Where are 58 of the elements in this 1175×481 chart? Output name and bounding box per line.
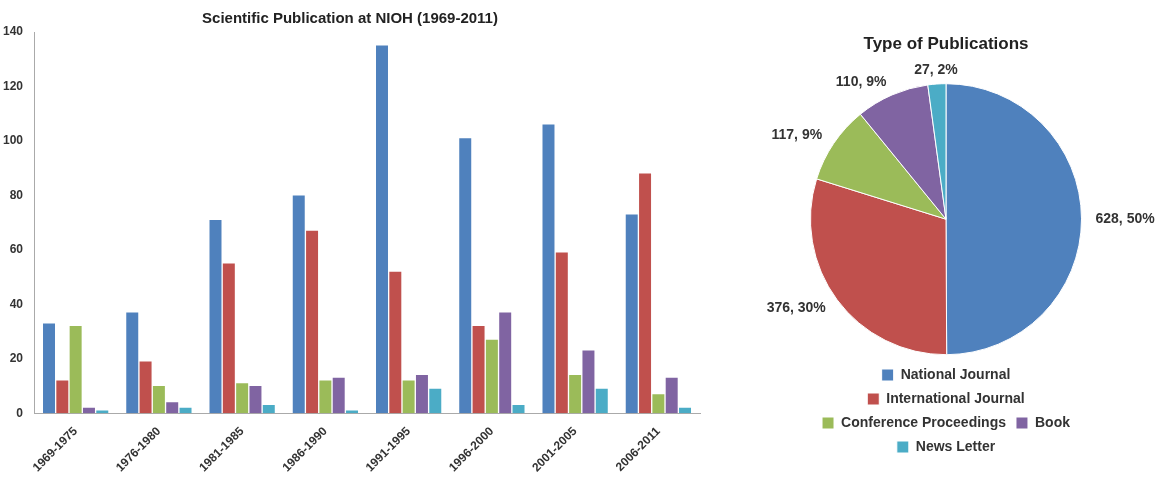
- y-tick-label: 140: [2, 24, 24, 39]
- legend-label: News Letter: [915, 437, 996, 454]
- y-tick-label: 0: [16, 405, 24, 420]
- y-tick-label: 60: [9, 242, 24, 257]
- y-tick-label: 40: [9, 296, 24, 311]
- bar: [459, 138, 472, 414]
- legend-label: Conference Proceedings: [841, 413, 1007, 430]
- bar: [582, 350, 595, 414]
- data-label: 117, 9%: [771, 126, 823, 143]
- chart-title: Scientific Publication at NIOH (1969-2011): [202, 9, 498, 27]
- bar: [222, 263, 235, 414]
- data-label: 27, 2%: [914, 60, 959, 77]
- bar: [679, 407, 692, 414]
- bar: [639, 173, 652, 414]
- bar: [126, 312, 139, 414]
- bar: [499, 312, 512, 414]
- bar: [43, 323, 55, 414]
- data-label: 628, 50%: [1095, 209, 1156, 226]
- bar: [249, 386, 262, 414]
- bar: [415, 375, 428, 414]
- y-tick-label: 20: [9, 351, 24, 366]
- bar: [166, 402, 179, 414]
- bar: [625, 214, 638, 414]
- bar: [569, 375, 582, 414]
- bar: [179, 407, 192, 414]
- chart-title: Type of Publications: [863, 33, 1029, 53]
- bar: [485, 339, 498, 414]
- legend-label: National Journal: [900, 365, 1011, 382]
- bar: [652, 394, 665, 414]
- bar: [209, 219, 222, 414]
- bar: [542, 124, 555, 414]
- bar: [69, 326, 82, 414]
- bar: [389, 271, 402, 414]
- y-tick-label: 120: [2, 78, 24, 93]
- y-tick-label: 100: [2, 133, 24, 148]
- bar: [306, 230, 319, 414]
- y-tick-label: 80: [9, 187, 24, 202]
- bar: [402, 380, 415, 414]
- bar: [82, 407, 95, 414]
- bar: [292, 195, 305, 414]
- bar: [262, 405, 275, 414]
- bar: [139, 361, 152, 414]
- data-label: 110, 9%: [835, 72, 888, 89]
- bar: [319, 380, 332, 414]
- bar: [555, 252, 568, 414]
- bar: [152, 386, 165, 414]
- bar: [56, 380, 69, 414]
- bar: [595, 388, 608, 414]
- legend-label: International Journal: [886, 389, 1025, 406]
- bar: [376, 45, 388, 414]
- bar: [665, 377, 678, 414]
- legend-label: Book: [1034, 413, 1071, 430]
- bar: [512, 405, 525, 414]
- bar: [332, 377, 345, 414]
- data-label: 376, 30%: [766, 298, 827, 315]
- bar: [236, 383, 249, 414]
- bar: [472, 326, 485, 414]
- bar: [429, 388, 442, 414]
